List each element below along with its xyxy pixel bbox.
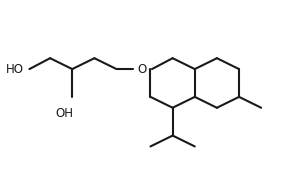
- Text: HO: HO: [6, 63, 24, 76]
- Text: OH: OH: [56, 107, 74, 120]
- Text: O: O: [138, 63, 147, 76]
